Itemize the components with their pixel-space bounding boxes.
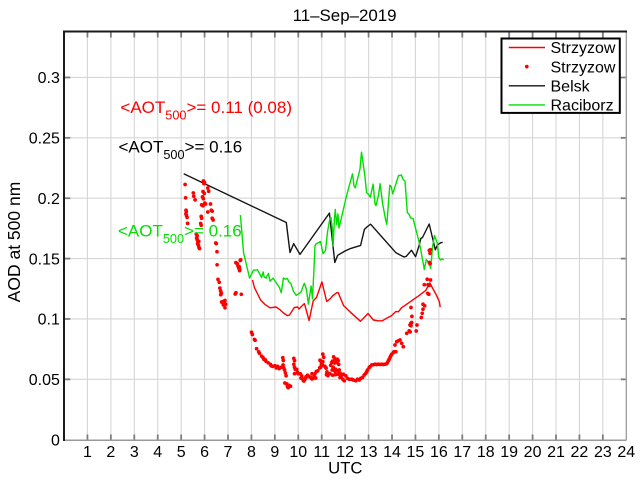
svg-text:UTC: UTC	[328, 459, 362, 478]
svg-text:0.1: 0.1	[38, 312, 60, 329]
svg-text:12: 12	[336, 444, 354, 461]
svg-text:2: 2	[106, 444, 115, 461]
svg-text:18: 18	[477, 444, 495, 461]
svg-text:13: 13	[360, 444, 378, 461]
svg-text:0.3: 0.3	[38, 70, 60, 87]
svg-text:Raciborz: Raciborz	[551, 98, 614, 115]
svg-text:7: 7	[224, 444, 233, 461]
svg-text:11: 11	[313, 444, 330, 461]
svg-text:16: 16	[430, 444, 448, 461]
svg-text:AOD at 500 nm: AOD at 500 nm	[4, 182, 24, 303]
svg-text:19: 19	[500, 444, 518, 461]
svg-text:0.2: 0.2	[38, 191, 60, 208]
svg-text:Belsk: Belsk	[551, 79, 591, 96]
svg-text:8: 8	[247, 444, 256, 461]
svg-text:0: 0	[51, 432, 60, 449]
svg-text:21: 21	[547, 444, 565, 461]
svg-text:0.15: 0.15	[29, 251, 60, 268]
svg-text:Strzyzow: Strzyzow	[551, 59, 616, 76]
svg-text:17: 17	[453, 444, 471, 461]
svg-text:15: 15	[407, 444, 425, 461]
svg-text:22: 22	[571, 444, 589, 461]
svg-text:11–Sep–2019: 11–Sep–2019	[293, 6, 397, 25]
svg-text:24: 24	[617, 444, 635, 461]
svg-text:6: 6	[200, 444, 209, 461]
svg-text:0.05: 0.05	[29, 372, 60, 389]
svg-text:0.25: 0.25	[29, 131, 60, 148]
svg-text:Strzyzow: Strzyzow	[551, 40, 616, 57]
svg-text:1: 1	[83, 444, 92, 461]
svg-text:10: 10	[289, 444, 307, 461]
svg-text:4: 4	[153, 444, 162, 461]
svg-text:9: 9	[270, 444, 279, 461]
svg-text:5: 5	[177, 444, 186, 461]
svg-text:20: 20	[524, 444, 542, 461]
svg-text:23: 23	[594, 444, 612, 461]
svg-text:3: 3	[130, 444, 139, 461]
svg-text:14: 14	[383, 444, 401, 461]
